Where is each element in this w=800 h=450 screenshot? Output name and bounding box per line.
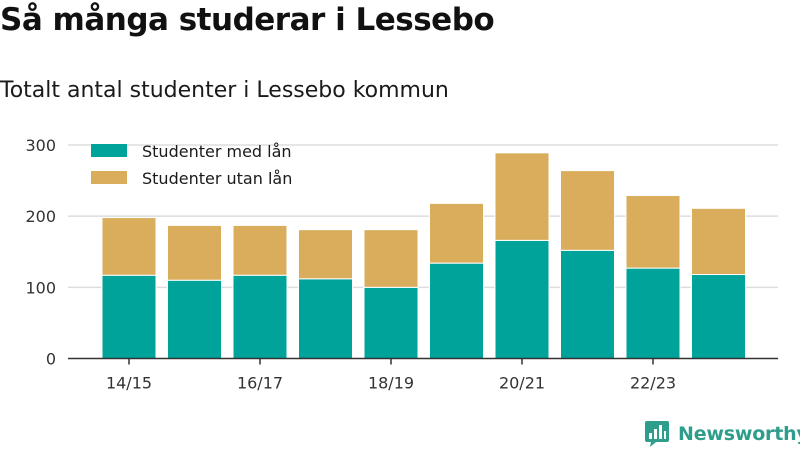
bar-14-15-studenter-utan-l-n xyxy=(101,217,157,276)
bar-20-21-studenter-utan-l-n xyxy=(494,152,550,241)
legend: Studenter med lån Studenter utan lån xyxy=(91,142,292,188)
y-tick-label-200: 200 xyxy=(25,207,56,226)
bar-15-16-studenter-utan-l-n xyxy=(167,224,222,281)
bar-14-15-studenter-med-l-n xyxy=(101,274,157,359)
bar-16-17-studenter-utan-l-n xyxy=(232,224,288,276)
y-tick-label-0: 0 xyxy=(46,350,56,369)
legend-swatch-studenter-utan-lan xyxy=(91,171,127,184)
bar-23-24-studenter-utan-l-n xyxy=(691,207,746,276)
bar-17-18-studenter-utan-l-n xyxy=(298,229,353,280)
bar-15-16-studenter-med-l-n xyxy=(167,279,222,360)
bar-18-19-studenter-med-l-n xyxy=(363,286,419,360)
bar-21-22-studenter-utan-l-n xyxy=(560,170,615,251)
chart-subtitle: Totalt antal studenter i Lessebo kommun xyxy=(0,78,449,103)
legend-label-studenter-med-lan: Studenter med lån xyxy=(142,142,292,161)
bar-21-22-studenter-med-l-n xyxy=(560,249,615,359)
x-tick-label-16-17: 16/17 xyxy=(237,374,283,393)
bar-23-24-studenter-med-l-n xyxy=(691,274,746,360)
bar-19-20-studenter-utan-l-n xyxy=(429,202,484,264)
bar-22-23-studenter-utan-l-n xyxy=(625,195,681,269)
chart-title: Så många studerar i Lessebo xyxy=(0,2,495,38)
y-tick-label-100: 100 xyxy=(25,278,56,297)
x-tick-label-18-19: 18/19 xyxy=(368,374,414,393)
x-tick-label-22-23: 22/23 xyxy=(630,374,676,393)
y-axis-tick-labels: 0 100 200 300 xyxy=(25,136,56,369)
bar-19-20-studenter-med-l-n xyxy=(429,262,484,359)
bar-18-19-studenter-utan-l-n xyxy=(363,229,419,288)
bar-20-21-studenter-med-l-n xyxy=(494,239,550,359)
x-axis-ticks: 14/15 16/17 18/19 20/21 22/23 xyxy=(106,358,676,393)
y-tick-label-300: 300 xyxy=(25,136,56,155)
newsworthy-logo: Newsworthy xyxy=(644,420,800,448)
bar-22-23-studenter-med-l-n xyxy=(625,267,681,360)
newsworthy-logo-icon xyxy=(645,421,669,447)
newsworthy-brand-name: Newsworthy xyxy=(678,423,800,445)
bar-17-18-studenter-med-l-n xyxy=(298,278,353,359)
x-tick-label-14-15: 14/15 xyxy=(106,374,152,393)
legend-label-studenter-utan-lan: Studenter utan lån xyxy=(142,169,292,188)
x-tick-label-20-21: 20/21 xyxy=(499,374,545,393)
bar-16-17-studenter-med-l-n xyxy=(232,274,288,359)
bars xyxy=(101,152,746,360)
legend-swatch-studenter-med-lan xyxy=(91,144,127,157)
